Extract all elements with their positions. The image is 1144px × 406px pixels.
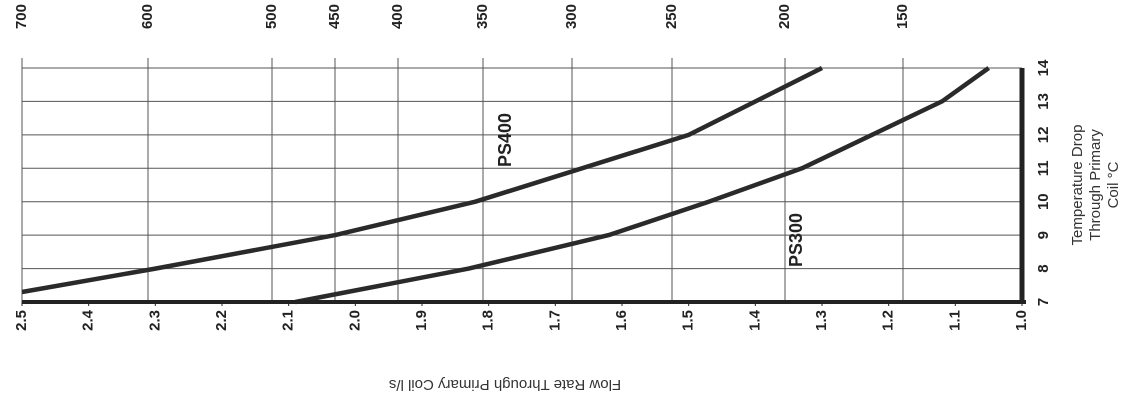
y-tick-label: 13 bbox=[1035, 93, 1052, 110]
y-tick-label: 9 bbox=[1035, 231, 1052, 239]
x-axis-title: Flow Rate Through Primary Coil l/s bbox=[389, 376, 621, 393]
x-tick-label: 2.3 bbox=[146, 310, 163, 331]
x-tick-label: 1.9 bbox=[413, 310, 430, 331]
x-tick-label: 1.4 bbox=[746, 309, 763, 331]
top-tick-label: 500 bbox=[263, 4, 280, 29]
x-tick-label: 2.4 bbox=[80, 309, 97, 331]
grid bbox=[21, 58, 1022, 303]
y-tick-label: 11 bbox=[1035, 160, 1052, 176]
top-tick-label: 400 bbox=[389, 4, 406, 29]
x-tick-label: 1.5 bbox=[680, 310, 697, 331]
x-tick-label: 2.0 bbox=[346, 310, 363, 331]
top-tick-label: 150 bbox=[894, 4, 911, 29]
labels: 2.5 2.4 2.3 2.2 2.1 2.0 1.9 1.8 1.7 1.6 1.5 1.4 1.3 1… bbox=[13, 4, 1052, 331]
y-tick-label: 10 bbox=[1035, 193, 1052, 210]
top-tick-label: 350 bbox=[474, 4, 491, 29]
y-tick-label: 14 bbox=[1035, 59, 1052, 76]
axes bbox=[21, 68, 1026, 306]
x-tick-label: 1.0 bbox=[1013, 310, 1030, 331]
top-tick-label: 600 bbox=[139, 4, 156, 29]
series-line-ps300 bbox=[294, 66, 991, 305]
y-axis-title: Temperature DropThrough PrimaryCoil °C bbox=[1069, 125, 1122, 246]
top-tick-label: 250 bbox=[663, 4, 680, 29]
x-tick-label: 1.7 bbox=[546, 310, 563, 331]
x-tick-label: 1.8 bbox=[480, 310, 497, 331]
top-tick-label: 450 bbox=[326, 4, 343, 29]
x-tick-label: 2.1 bbox=[280, 310, 297, 331]
x-tick-label: 1.6 bbox=[613, 310, 630, 331]
x-tick-label: 1.3 bbox=[813, 310, 830, 331]
top-tick-label: 200 bbox=[776, 4, 793, 29]
y-tick-label: 12 bbox=[1035, 127, 1052, 144]
y-axis-title-line: Temperature Drop bbox=[1069, 125, 1086, 246]
x-tick-label: 1.2 bbox=[880, 310, 897, 331]
x-tick-label: 1.1 bbox=[946, 310, 963, 331]
x-tick-label: 2.2 bbox=[213, 310, 230, 331]
top-tick-label: 300 bbox=[563, 4, 580, 29]
y-axis-title-line: Through Primary bbox=[1087, 129, 1104, 241]
series-line-ps400 bbox=[21, 65, 824, 295]
series-label-ps300: PS300 bbox=[786, 213, 806, 267]
top-tick-label: 700 bbox=[13, 4, 30, 29]
series-label-ps400: PS400 bbox=[495, 113, 515, 167]
x-tick-label: 2.5 bbox=[13, 310, 30, 331]
series-lines bbox=[21, 65, 991, 305]
y-axis-title-line: Coil °C bbox=[1105, 161, 1122, 208]
y-tick-label: 8 bbox=[1035, 264, 1052, 272]
y-tick-label: 7 bbox=[1035, 298, 1052, 306]
